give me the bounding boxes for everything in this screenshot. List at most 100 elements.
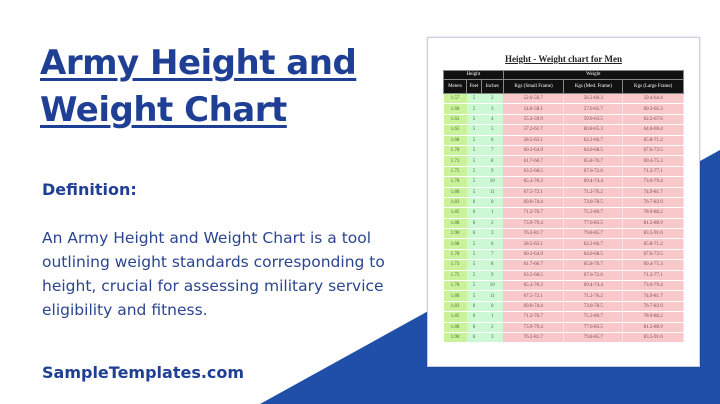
table-cell: 71.2-76.2 <box>563 187 624 198</box>
definition-text: An Army Height and Weight Chart is a too… <box>42 229 385 319</box>
table-cell: 65.8-71.2 <box>622 135 684 146</box>
table-cell: 74.9-81.7 <box>622 187 684 198</box>
table-cell: 57.2-61.7 <box>503 124 565 136</box>
table-cell: 4 <box>481 114 504 126</box>
table-cell: 60.3-64.9 <box>503 249 565 261</box>
table-cell: 1.85 <box>443 311 467 323</box>
table-cell: 1.73 <box>443 259 467 271</box>
table-cell: 73.9-79.4 <box>503 322 565 334</box>
table-cell: 69.4-75.3 <box>622 155 684 167</box>
table-cell: 0 <box>481 197 504 209</box>
table-cell: 55.3-59.9 <box>503 114 565 126</box>
table-cell: 52.6-56.7 <box>503 93 565 105</box>
height-weight-table: Height Weight Meters Feet Inches Kgs (Small… <box>442 70 685 344</box>
table-cell: 60.3-64.9 <box>503 145 565 157</box>
table-cell: 5 <box>466 187 482 198</box>
table-cell: 1.83 <box>443 301 467 313</box>
table-cell: 1.57 <box>443 93 467 105</box>
table-cell: 1.78 <box>443 280 467 292</box>
table-cell: 73.0-78.5 <box>563 301 624 313</box>
table-cell: 71.2-76.7 <box>503 311 565 323</box>
table-cell: 62.2-66.7 <box>563 238 624 250</box>
table-row: 1.78 5 10 65.3-70.3 69.4-74.4 73.0-79.4 <box>443 280 684 292</box>
table-cell: 1.73 <box>443 155 467 167</box>
table-cell: 5 <box>466 259 482 271</box>
table-cell: 7 <box>481 145 504 157</box>
table-cell: 69.4-74.4 <box>563 280 624 292</box>
table-row: 1.88 6 2 73.9-79.4 77.6-83.5 81.2-88.9 <box>443 218 684 230</box>
column-header: Feet <box>466 79 482 94</box>
table-cell: 5 <box>466 280 482 292</box>
table-cell: 57.6-61.7 <box>563 103 624 115</box>
table-cell: 78.9-86.2 <box>622 207 684 219</box>
table-cell: 67.5-72.1 <box>503 290 565 302</box>
table-cell: 6 <box>466 207 482 219</box>
table-row: 1.73 5 8 61.7-66.7 65.8-70.7 69.4-75.3 <box>443 259 684 271</box>
table-cell: 69.4-75.3 <box>622 259 684 271</box>
table-cell: 64.0-68.5 <box>563 249 624 261</box>
table-cell: 3 <box>481 103 504 115</box>
table-cell: 63.5-68.5 <box>503 166 565 178</box>
table-cell: 1.60 <box>443 103 467 115</box>
table-cell: 0 <box>481 301 504 313</box>
table-cell: 5 <box>466 166 482 178</box>
table-cell: 76.7-83.9 <box>622 197 684 209</box>
table-cell: 71.2-77.1 <box>622 166 684 178</box>
table-cell: 61.7-66.7 <box>503 259 565 271</box>
table-cell: 1.75 <box>443 166 467 178</box>
table-cell: 2 <box>481 218 504 230</box>
table-row: 1.65 5 5 57.2-61.7 60.8-65.3 64.0-69.4 <box>443 124 684 136</box>
table-cell: 1.68 <box>443 135 467 146</box>
column-header: Kgs (Small Frame) <box>502 79 565 94</box>
table-cell: 75.3-80.7 <box>563 311 624 323</box>
table-cell: 5 <box>466 290 482 302</box>
table-cell: 1 <box>481 311 504 323</box>
table-row: 1.80 5 11 67.5-72.1 71.2-76.2 74.9-81.7 <box>443 187 684 198</box>
table-cell: 58.5-63.1 <box>503 238 565 250</box>
table-cell: 73.0-78.5 <box>563 197 624 209</box>
table-cell: 69.4-74.4 <box>563 176 624 188</box>
column-header: Kgs (Large Frame) <box>622 79 684 94</box>
table-cell: 1.88 <box>443 218 467 230</box>
table-row: 1.68 5 6 58.5-63.1 62.2-66.7 65.8-71.2 <box>443 135 684 146</box>
table-cell: 1.68 <box>443 238 467 250</box>
table-cell: 60.8-65.3 <box>563 124 624 136</box>
table-cell: 5 <box>466 93 482 105</box>
table-row: 1.85 6 1 71.2-76.7 75.3-80.7 78.9-86.2 <box>443 311 684 323</box>
table-cell: 6 <box>466 301 482 313</box>
group-header-height: Height <box>443 70 504 80</box>
table-cell: 83.5-91.6 <box>622 332 684 344</box>
table-cell: 59.0-63.5 <box>563 114 624 126</box>
table-cell: 7 <box>481 249 504 261</box>
table-cell: 6 <box>466 228 482 240</box>
table-cell: 79.8-85.7 <box>563 228 624 240</box>
table-cell: 77.6-83.5 <box>563 322 624 334</box>
table-cell: 1.70 <box>443 145 467 157</box>
definition-label: Definition: <box>42 180 137 199</box>
column-header: Inches <box>480 79 504 94</box>
table-cell: 5 <box>481 124 504 136</box>
table-row: 1.75 5 9 63.5-68.5 67.6-72.6 71.2-77.1 <box>443 166 684 178</box>
table-cell: 9 <box>481 270 504 282</box>
table-row: 1.70 5 7 60.3-64.9 64.0-68.5 67.6-73.5 <box>443 145 684 157</box>
table-cell: 60.3-65.3 <box>622 103 684 115</box>
table-cell: 71.2-76.7 <box>503 207 565 219</box>
table-cell: 1.83 <box>443 197 467 209</box>
table-cell: 64.0-68.5 <box>563 145 624 157</box>
table-row: 1.90 6 3 76.2-81.7 79.8-85.7 83.5-91.6 <box>443 228 684 240</box>
table-cell: 78.9-86.2 <box>622 311 684 323</box>
table-cell: 1.70 <box>443 249 467 261</box>
table-cell: 54.0-58.1 <box>503 103 565 115</box>
table-cell: 6 <box>481 238 504 250</box>
table-row: 1.88 6 2 73.9-79.4 77.6-83.5 81.2-88.9 <box>443 322 684 334</box>
table-cell: 5 <box>466 103 482 115</box>
table-cell: 1.63 <box>443 114 467 126</box>
table-cell: 61.7-66.7 <box>503 155 565 167</box>
table-cell: 65.8-70.7 <box>563 259 624 271</box>
table-cell: 2 <box>481 322 504 334</box>
table-cell: 64.0-69.4 <box>622 124 684 136</box>
table-cell: 8 <box>481 259 504 271</box>
table-cell: 9 <box>481 166 504 178</box>
table-cell: 1.80 <box>443 290 467 302</box>
table-cell: 58.5-63.1 <box>503 135 565 146</box>
